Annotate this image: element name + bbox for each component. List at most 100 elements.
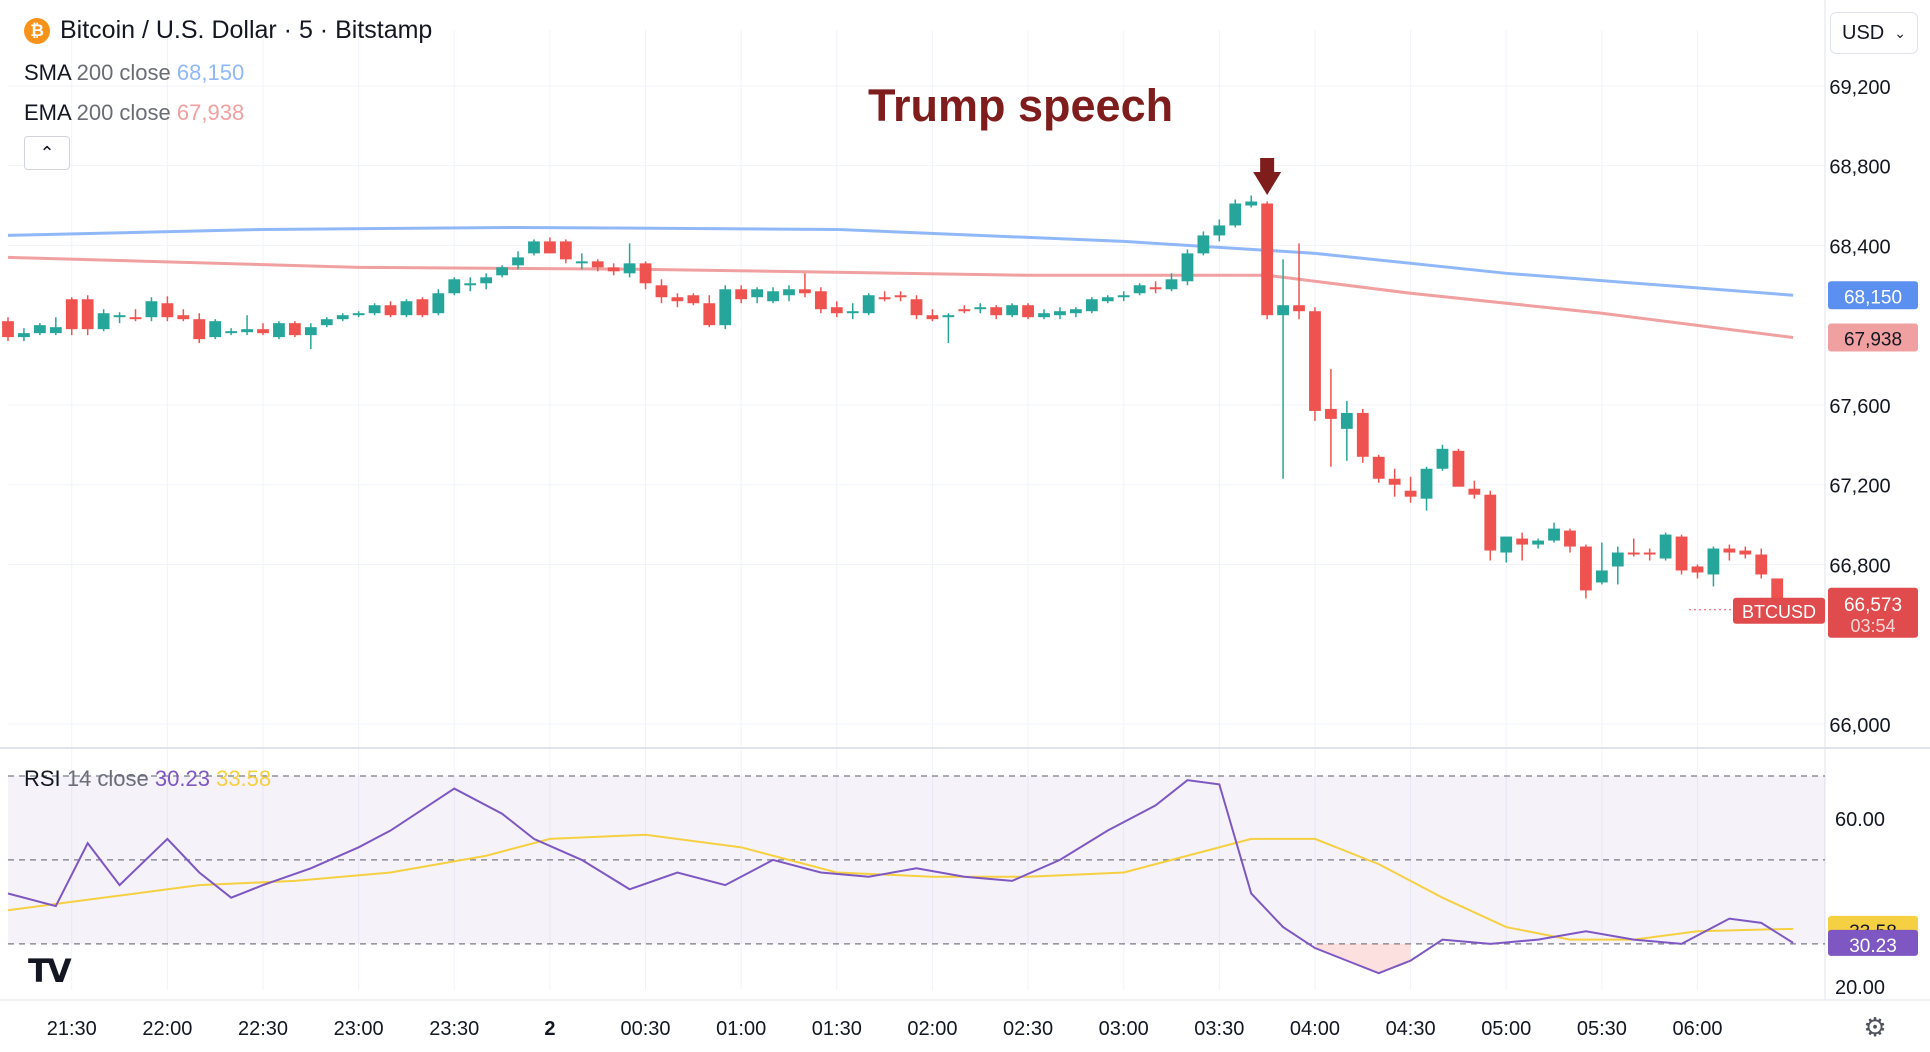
candle-body xyxy=(1659,534,1672,559)
rsi-pane xyxy=(7,775,1825,975)
price-tick-label: 69,200 xyxy=(1829,77,1890,99)
candle-body xyxy=(591,261,604,268)
candle-body xyxy=(1675,536,1688,571)
candle-body xyxy=(1340,412,1353,429)
time-tick-label: 00:30 xyxy=(621,1018,671,1040)
rsi-label: RSI xyxy=(24,766,61,791)
candle-body xyxy=(1484,494,1497,551)
candle-body xyxy=(209,321,222,338)
candle-body xyxy=(241,329,253,333)
candle-body xyxy=(1213,225,1226,236)
sma-params: 200 close xyxy=(76,60,171,85)
candle-body xyxy=(1356,412,1369,457)
candle-body xyxy=(1595,570,1608,583)
price-tick-label: 66,800 xyxy=(1829,555,1890,577)
time-tick-label: 04:30 xyxy=(1386,1018,1436,1040)
candle-body xyxy=(559,241,572,260)
candle-body xyxy=(480,277,493,284)
candle-body xyxy=(719,289,732,326)
candle-body xyxy=(751,289,764,298)
rsi-legend[interactable]: RSI 14 close 30.23 33.58 xyxy=(24,766,271,792)
candle-body xyxy=(1627,552,1640,555)
candle-body xyxy=(687,295,700,304)
candle-body xyxy=(607,267,620,272)
candle-body xyxy=(512,257,524,266)
candle-body xyxy=(1229,203,1242,226)
moving-averages xyxy=(7,225,1794,340)
price-tick-label: 66,000 xyxy=(1829,715,1890,737)
candle-body xyxy=(496,267,508,276)
rsi-value: 30.23 xyxy=(154,766,210,791)
candle-body xyxy=(974,307,987,310)
rsi-params: 14 close xyxy=(66,766,149,791)
candle-body xyxy=(304,327,317,336)
candle-body xyxy=(1548,528,1560,541)
sma-legend[interactable]: SMA 200 close 68,150 xyxy=(24,60,244,86)
candle-body xyxy=(1245,201,1258,206)
time-tick-label: 04:00 xyxy=(1290,1018,1340,1040)
candle-body xyxy=(575,261,588,264)
candle-body xyxy=(273,323,285,338)
candle-body xyxy=(1085,299,1098,312)
candle-body xyxy=(1181,253,1194,282)
time-tick-label: 01:00 xyxy=(716,1018,766,1040)
time-tick-label: 05:00 xyxy=(1481,1018,1531,1040)
candle-body xyxy=(1436,448,1449,469)
ema-label: EMA xyxy=(24,100,71,125)
candle-body xyxy=(1707,548,1720,575)
collapse-legend-button[interactable]: ⌃ xyxy=(24,136,70,170)
candle-body xyxy=(926,315,939,320)
rsi-tick-label: 60.00 xyxy=(1835,809,1885,831)
candle-body xyxy=(368,305,381,314)
ema-legend[interactable]: EMA 200 close 67,938 xyxy=(24,100,244,126)
price-tick-label: 67,600 xyxy=(1829,396,1890,418)
candle-body xyxy=(862,295,875,314)
bitcoin-icon: ₿ xyxy=(24,17,50,44)
candle-body xyxy=(81,299,94,330)
candle-body xyxy=(416,299,429,316)
sma-value: 68,150 xyxy=(176,60,245,85)
axes: 66,000 66,800 67,200 67,600 68,400 68,800 69,2… xyxy=(47,77,1891,1040)
candle-body xyxy=(1516,538,1529,545)
candle-body xyxy=(544,241,556,254)
candle-body xyxy=(1197,235,1210,254)
tradingview-logo[interactable]: TV xyxy=(28,952,72,990)
last-price-tag-bg xyxy=(1828,587,1918,638)
candle-body xyxy=(225,331,238,334)
time-tick-label: 05:30 xyxy=(1577,1018,1627,1040)
rsi-line xyxy=(7,779,1794,975)
currency-select[interactable]: USD ⌄ xyxy=(1830,12,1918,54)
candle-body xyxy=(257,329,269,334)
symbol-header[interactable]: ₿ Bitcoin / U.S. Dollar · 5 · Bitstamp xyxy=(24,16,432,45)
candle-body xyxy=(161,303,174,318)
chevron-down-icon: ⌄ xyxy=(1894,24,1906,41)
candle-body xyxy=(1388,478,1401,485)
sma-price-tag-bg xyxy=(1828,281,1918,310)
price-tick-label: 68,800 xyxy=(1829,157,1890,179)
candle-body xyxy=(990,307,1003,316)
candle-body xyxy=(33,325,46,334)
candle-body xyxy=(1452,450,1465,487)
ema-line xyxy=(7,255,1794,340)
time-tick-label: 02:30 xyxy=(1003,1018,1053,1040)
time-tick-label: 23:30 xyxy=(429,1018,479,1040)
candle-body xyxy=(400,301,413,316)
candle-body xyxy=(799,289,811,294)
ema-value: 67,938 xyxy=(176,100,245,125)
candle-body xyxy=(655,285,668,298)
gear-icon[interactable]: ⚙ xyxy=(1863,1011,1887,1042)
candle-body xyxy=(639,263,652,284)
time-tick-label: 2 xyxy=(544,1018,555,1040)
candle-body xyxy=(1149,287,1162,290)
candle-body xyxy=(432,293,445,314)
rsi-value-tag-bg xyxy=(1828,929,1918,956)
candle-body xyxy=(783,289,795,296)
candle-body xyxy=(1611,552,1624,567)
candle-body xyxy=(384,305,397,316)
candle-body xyxy=(145,301,158,318)
candle-body xyxy=(129,317,142,320)
candle-body xyxy=(1325,408,1337,419)
ema-price-tag: 67,938 xyxy=(1844,330,1902,351)
candle-body xyxy=(958,309,971,312)
